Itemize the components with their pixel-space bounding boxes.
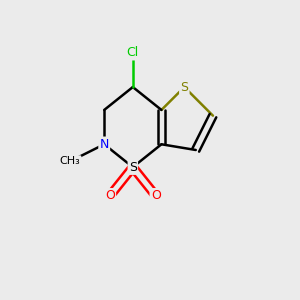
Text: O: O bbox=[151, 189, 161, 202]
Text: Cl: Cl bbox=[127, 46, 139, 59]
Text: O: O bbox=[105, 189, 115, 202]
Text: S: S bbox=[180, 81, 188, 94]
Text: S: S bbox=[129, 161, 137, 174]
Text: N: N bbox=[100, 138, 109, 151]
Text: CH₃: CH₃ bbox=[59, 156, 80, 167]
